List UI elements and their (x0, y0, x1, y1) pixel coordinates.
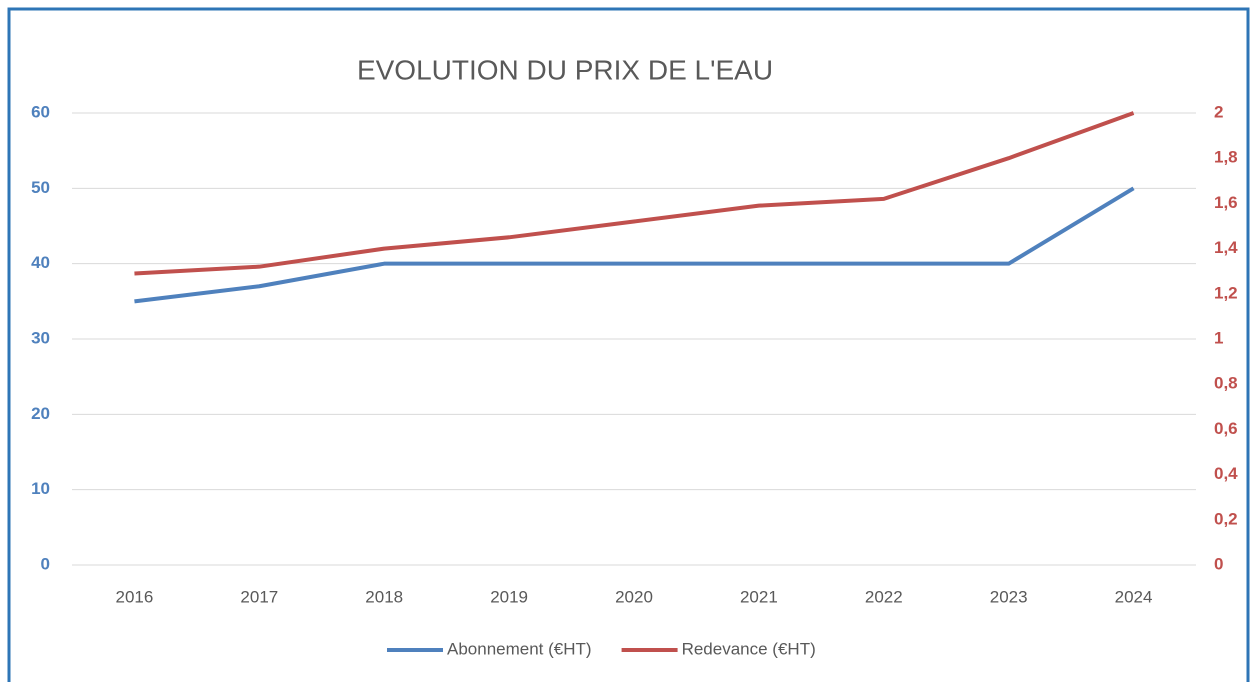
x-tick-label: 2018 (365, 587, 403, 606)
y2-tick-label: 1,8 (1214, 148, 1238, 167)
series-line (134, 111, 1135, 276)
x-tick-label: 2016 (116, 587, 154, 606)
chart-title: EVOLUTION DU PRIX DE L'EAU (357, 54, 773, 85)
y2-tick-label: 0,2 (1214, 509, 1238, 528)
y2-tick-label: 0 (1214, 554, 1223, 573)
y2-tick-label: 0,4 (1214, 464, 1238, 483)
y-tick-label: 30 (31, 328, 50, 347)
series-line (134, 186, 1135, 304)
x-tick-label: 2023 (990, 587, 1028, 606)
y2-tick-label: 1,2 (1214, 283, 1238, 302)
y-tick-label: 50 (31, 178, 50, 197)
x-tick-label: 2020 (615, 587, 653, 606)
x-tick-label: 2024 (1115, 587, 1153, 606)
x-tick-label: 2022 (865, 587, 903, 606)
y2-tick-label: 2 (1214, 102, 1223, 121)
y-tick-label: 20 (31, 404, 50, 423)
x-tick-label: 2021 (740, 587, 778, 606)
frame (7, 7, 1250, 682)
y-tick-label: 0 (41, 554, 50, 573)
legend-label: Redevance (€HT) (682, 639, 816, 658)
y-tick-label: 60 (31, 102, 50, 121)
y2-tick-label: 1,4 (1214, 238, 1238, 257)
y-tick-label: 40 (31, 253, 50, 272)
x-tick-label: 2017 (240, 587, 278, 606)
y2-tick-label: 0,6 (1214, 419, 1238, 438)
y2-tick-label: 0,8 (1214, 374, 1238, 393)
legend-label: Abonnement (€HT) (447, 639, 592, 658)
y-tick-label: 10 (31, 479, 50, 498)
x-tick-label: 2019 (490, 587, 528, 606)
y2-tick-label: 1 (1214, 328, 1223, 347)
y2-tick-label: 1,6 (1214, 193, 1238, 212)
